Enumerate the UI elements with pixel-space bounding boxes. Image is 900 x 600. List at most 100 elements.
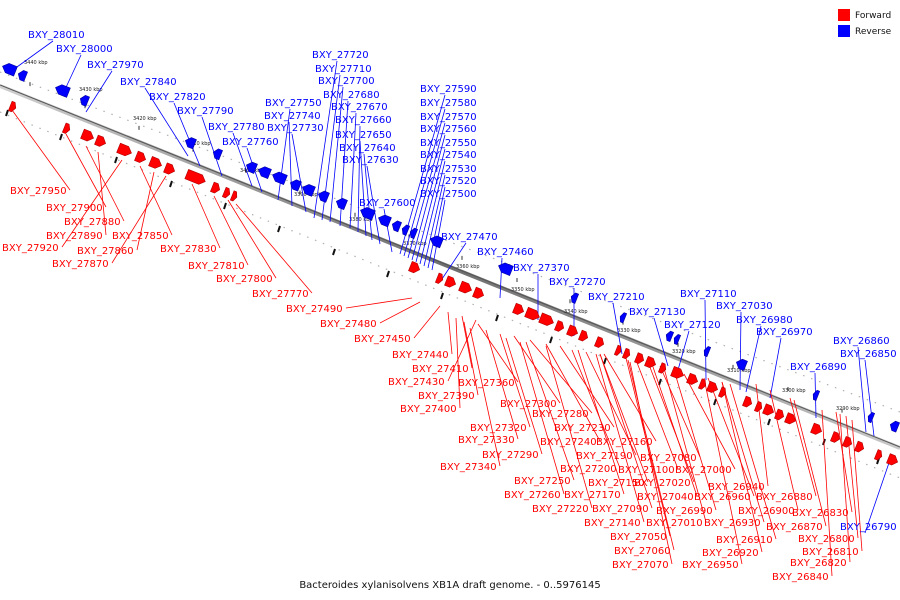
forward-gene-label-leader — [413, 305, 441, 339]
forward-gene-label: BXY_26840 — [772, 572, 829, 583]
legend-forward-label: Forward — [855, 11, 891, 21]
scale-tick-label: 3410 kbp — [187, 141, 211, 147]
forward-gene-label: BXY_26810 — [802, 547, 859, 558]
forward-gene-feature — [408, 261, 421, 274]
reverse-gene-label: BXY_27470 — [441, 232, 498, 243]
forward-gene-label: BXY_27060 — [614, 546, 671, 557]
forward-gene-feature — [210, 181, 221, 194]
reverse-gene-feature — [289, 179, 302, 192]
reverse-gene-feature — [867, 412, 876, 424]
forward-gene-label-leader — [673, 369, 717, 511]
forward-gene-label-leader — [835, 411, 853, 513]
forward-gene-label-leader — [463, 321, 479, 396]
reverse-gene-label: BXY_27590 — [420, 84, 477, 95]
forward-gene-label-leader — [603, 353, 657, 442]
forward-gene-label: BXY_27090 — [592, 504, 649, 515]
reverse-gene-label: BXY_27630 — [342, 155, 399, 166]
forward-gene-feature — [134, 150, 147, 163]
minor-tick — [603, 357, 607, 365]
reverse-gene-label-leader — [704, 299, 707, 381]
reverse-gene-feature — [302, 184, 316, 197]
forward-gene-label: BXY_27360 — [458, 378, 515, 389]
forward-gene-label: BXY_26940 — [708, 482, 765, 493]
forward-gene-feature — [854, 440, 865, 453]
minor-tick — [495, 314, 499, 322]
forward-gene-feature — [94, 134, 107, 147]
legend: Forward Reverse — [838, 9, 892, 37]
minor-tick — [658, 378, 662, 386]
reverse-gene-label-leader — [745, 325, 762, 393]
reverse-gene-label: BXY_27580 — [420, 98, 477, 109]
reverse-gene-label-leader — [357, 125, 361, 233]
forward-gene-label: BXY_27220 — [532, 504, 589, 515]
forward-gene-label-leader — [595, 353, 645, 523]
forward-gene-feature — [229, 190, 238, 202]
forward-gene-feature — [670, 366, 684, 379]
scale-tick-label: 3430 kbp — [79, 87, 103, 93]
forward-gene-label-leader — [477, 323, 519, 383]
reverse-gene-feature — [335, 197, 348, 211]
forward-gene-label-leader — [136, 171, 155, 251]
forward-gene-label: BXY_27830 — [160, 244, 217, 255]
forward-gene-label: BXY_27900 — [46, 203, 103, 214]
reverse-gene-label: BXY_27130 — [629, 307, 686, 318]
forward-gene-feature — [554, 320, 565, 332]
reverse-gene-feature — [317, 190, 330, 203]
forward-gene-feature — [61, 122, 71, 134]
reverse-gene-feature — [245, 161, 258, 174]
forward-gene-label: BXY_27320 — [470, 423, 527, 434]
reverse-gene-label: BXY_27540 — [420, 150, 477, 161]
reverse-gene-label: BXY_27730 — [267, 123, 324, 134]
reverse-gene-feature — [55, 84, 71, 98]
reverse-gene-label: BXY_27550 — [420, 138, 477, 149]
minor-tick — [223, 202, 227, 210]
forward-gene-label: BXY_27170 — [564, 490, 621, 501]
forward-gene-label: BXY_26830 — [792, 508, 849, 519]
forward-gene-label: BXY_26800 — [798, 534, 855, 545]
forward-gene-label: BXY_27000 — [675, 465, 732, 476]
reverse-gene-label-leader — [329, 86, 344, 223]
forward-gene-label-leader — [635, 359, 679, 470]
forward-gene-feature — [472, 286, 485, 299]
reverse-gene-label-leader — [423, 174, 446, 267]
forward-gene-label-leader — [599, 353, 653, 509]
forward-gene-label-leader — [627, 359, 675, 551]
forward-gene-feature — [434, 272, 444, 284]
reverse-gene-feature — [184, 137, 197, 150]
forward-gene-label-leader — [545, 345, 593, 509]
scale-tick-label: 3390 kbp — [294, 192, 318, 198]
reverse-gene-label-leader — [427, 186, 446, 269]
forward-gene-label: BXY_27920 — [2, 243, 59, 254]
forward-gene-label: BXY_27340 — [440, 462, 497, 473]
reverse-gene-label: BXY_27840 — [120, 77, 177, 88]
forward-gene-label: BXY_27850 — [112, 231, 169, 242]
forward-gene-label-leader — [525, 341, 575, 481]
forward-gene-label-leader — [599, 353, 649, 483]
forward-gene-label-leader — [447, 311, 453, 355]
forward-guide-line — [0, 111, 900, 479]
forward-gene-label: BXY_27440 — [392, 350, 449, 361]
forward-gene-label-leader — [571, 349, 621, 469]
forward-gene-feature — [873, 449, 883, 461]
reverse-gene-label: BXY_27790 — [177, 106, 234, 117]
forward-gene-feature — [697, 378, 707, 390]
reverse-gene-label: BXY_27600 — [359, 198, 416, 209]
reverse-gene-label-leader — [291, 133, 307, 213]
reverse-gene-label-leader — [349, 112, 357, 229]
reverse-gene-label-leader — [677, 330, 690, 371]
forward-gene-label-leader — [729, 383, 777, 540]
reverse-gene-label-leader — [173, 102, 201, 167]
scale-tick-label: 3290 kbp — [836, 406, 860, 412]
forward-gene-feature — [163, 162, 176, 175]
forward-gene-feature — [842, 435, 853, 448]
forward-gene-label-leader — [545, 343, 601, 442]
minor-tick — [169, 180, 173, 188]
forward-gene-feature — [184, 169, 206, 185]
forward-gene-feature — [742, 395, 753, 408]
legend-reverse-swatch — [838, 25, 850, 37]
legend-reverse-label: Reverse — [855, 27, 892, 37]
forward-gene-label: BXY_26900 — [738, 506, 795, 517]
forward-gene-feature — [524, 306, 540, 321]
reverse-gene-feature — [79, 95, 90, 107]
